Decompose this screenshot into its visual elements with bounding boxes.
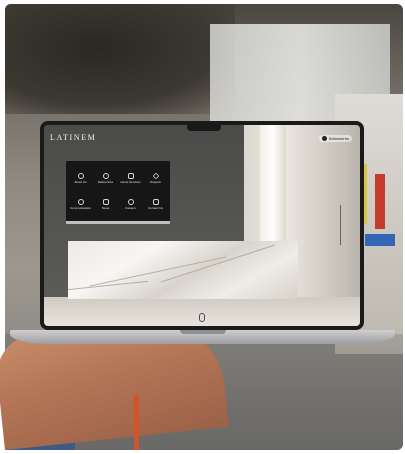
globe-icon: [321, 136, 327, 141]
document-icon: [102, 198, 109, 205]
person-icon: [77, 172, 84, 179]
star-icon: [102, 172, 109, 179]
site-logo[interactable]: LATINEM: [50, 133, 97, 142]
navigation-menu: About Us References Home Services Projec…: [66, 161, 170, 224]
laptop-lid: LATINEM Bölümlerim About Us References H…: [40, 121, 364, 330]
mail-icon: [152, 198, 159, 205]
menu-item-careers[interactable]: Careers: [118, 191, 143, 217]
background-wiring: [5, 4, 235, 114]
laptop-base: [10, 330, 395, 344]
camera-notch: [187, 125, 221, 131]
trackpad-notch: [180, 330, 226, 334]
menu-item-label: Careers: [125, 205, 136, 210]
menu-item-label: Projects: [150, 179, 161, 184]
background-wire-red: [375, 174, 385, 229]
orange-cable: [134, 395, 139, 450]
menu-item-references[interactable]: References: [93, 165, 118, 191]
background-wire-blue: [365, 234, 395, 246]
menu-item-about-us[interactable]: About Us: [68, 165, 93, 191]
menu-item-projects[interactable]: Projects: [143, 165, 168, 191]
home-icon: [127, 172, 134, 179]
website-screen: LATINEM Bölümlerim About Us References H…: [44, 125, 360, 326]
diamond-icon: [152, 172, 159, 179]
marble-reception-desk: [68, 241, 298, 299]
menu-item-label: Contact Us: [148, 205, 163, 210]
menu-item-communication[interactable]: Communication: [68, 191, 93, 217]
compass-icon: [127, 198, 134, 205]
menu-item-label: Home Services: [120, 179, 141, 184]
menu-item-label: Communication: [70, 205, 91, 210]
language-selector[interactable]: Bölümlerim: [318, 135, 352, 142]
menu-item-news[interactable]: News: [93, 191, 118, 217]
menu-item-label: News: [101, 205, 110, 210]
scroll-down-indicator[interactable]: [199, 313, 205, 322]
menu-item-label: References: [97, 179, 114, 184]
language-label: Bölümlerim: [328, 136, 349, 141]
menu-item-home-services[interactable]: Home Services: [118, 165, 143, 191]
decorative-plant: [340, 205, 355, 245]
menu-item-label: About Us: [74, 179, 87, 184]
menu-item-contact-us[interactable]: Contact Us: [143, 191, 168, 217]
location-pin-icon: [77, 198, 84, 205]
